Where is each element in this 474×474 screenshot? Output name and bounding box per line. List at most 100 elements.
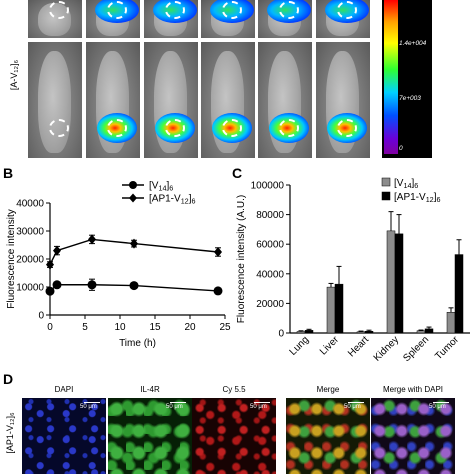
chart-c-x-tick-label: Kidney bbox=[372, 334, 401, 363]
chart-b-y-tick-label: 40000 bbox=[16, 199, 44, 210]
scale-bar bbox=[84, 402, 100, 403]
chart-c-bar-0 bbox=[446, 312, 456, 334]
scale-bar-label: 50 μm bbox=[80, 404, 97, 410]
mouse-image-r1-c3 bbox=[201, 42, 255, 158]
tumor-roi-circle bbox=[279, 1, 299, 19]
chart-c-bar-1 bbox=[364, 330, 374, 334]
chart-c-bar-0 bbox=[386, 230, 396, 334]
chart-c-y-tick-label: 0 bbox=[278, 329, 284, 340]
chart-b-point-diamond bbox=[88, 234, 96, 245]
chart-b-y-tick-label: 10000 bbox=[16, 283, 44, 294]
chart-b-legend-marker-circle bbox=[129, 181, 137, 189]
chart-c-bar-1 bbox=[334, 283, 344, 334]
scale-bar bbox=[170, 402, 186, 403]
panel-d-letter: D bbox=[3, 371, 14, 387]
mouse-image-r1-c1 bbox=[86, 42, 140, 158]
microscopy-image-3 bbox=[286, 398, 370, 474]
chart-c-y-tick-label: 40000 bbox=[256, 269, 284, 280]
chart-c-legend-swatch bbox=[381, 191, 391, 201]
mouse-image-r0-c2 bbox=[144, 0, 198, 38]
chart-b-point-diamond bbox=[214, 247, 222, 257]
chart-c-legend-label: [V14]6 bbox=[394, 178, 418, 190]
scale-bar bbox=[254, 402, 270, 403]
chart-c-x-tick-label: Spleen bbox=[401, 334, 431, 364]
tumor-roi-circle bbox=[337, 1, 357, 19]
panel-b-letter: B bbox=[3, 165, 14, 181]
panel-d-column-title: IL-4R bbox=[140, 385, 160, 394]
panel-d-column-title: DAPI bbox=[54, 385, 74, 394]
panel-d-column-title: Merge with DAPI bbox=[382, 385, 444, 394]
mouse-image-r1-c4 bbox=[258, 42, 312, 158]
chart-b-x-tick-label: 20 bbox=[184, 322, 196, 333]
tumor-roi-circle bbox=[279, 119, 299, 137]
chart-c-bar-1 bbox=[454, 254, 464, 334]
chart-b-x-tick-label: 15 bbox=[149, 322, 161, 333]
chart-c-bar-1 bbox=[304, 330, 314, 334]
chart-b-point-diamond bbox=[53, 245, 61, 256]
scale-bar-label: 50 μm bbox=[429, 404, 446, 410]
tumor-roi-circle bbox=[49, 119, 69, 137]
chart-b-point-circle bbox=[129, 281, 139, 291]
tumor-roi-circle bbox=[165, 1, 185, 19]
chart-b-x-tick-label: 5 bbox=[82, 322, 88, 333]
panel-c-letter: C bbox=[232, 165, 243, 181]
colorbar-label-max: 1.4e+004 bbox=[399, 40, 427, 47]
chart-c-bar-0 bbox=[416, 330, 426, 334]
mouse-image-r0-c3 bbox=[201, 0, 255, 38]
microscopy-image-0 bbox=[22, 398, 106, 474]
chart-c-bar-0 bbox=[296, 331, 306, 334]
scale-bar-label: 50 μm bbox=[250, 404, 267, 410]
tumor-roi-circle bbox=[107, 1, 127, 19]
chart-b-y-axis-title: Fluorescence intensity bbox=[6, 209, 17, 309]
chart-c-legend-swatch bbox=[381, 177, 391, 187]
chart-b-point-diamond bbox=[130, 238, 138, 249]
chart-c-y-tick-label: 80000 bbox=[256, 210, 284, 221]
chart-c-bar-0 bbox=[326, 286, 336, 334]
panel-d-row-label: [AP1-V₁₂]₆ bbox=[5, 412, 15, 454]
chart-c-y-axis-title: Fluorescence intensity (A.U.) bbox=[236, 195, 247, 323]
chart-c: 0 20000 40000 60000 80000 100000 Fluorescence … bbox=[236, 177, 470, 364]
microscopy-image-1 bbox=[108, 398, 192, 474]
mouse-image-r1-c2 bbox=[144, 42, 198, 158]
chart-c-x-tick-label: Lung bbox=[288, 334, 312, 358]
tumor-roi-circle bbox=[337, 119, 357, 137]
colorbar-label-mid: 7e+003 bbox=[399, 95, 421, 102]
chart-c-legend-label: [AP1-V12]6 bbox=[394, 192, 440, 204]
chart-b-legend-label: [AP1-V12]6 bbox=[149, 194, 195, 206]
tumor-roi-circle bbox=[222, 1, 242, 19]
scale-bar-label: 50 μm bbox=[166, 404, 183, 410]
scale-bar-label: 50 μm bbox=[344, 404, 361, 410]
mouse-image-r1-c0 bbox=[28, 42, 82, 158]
chart-c-x-tick-label: Liver bbox=[318, 334, 342, 358]
tumor-roi-circle bbox=[107, 119, 127, 137]
microscopy-image-4 bbox=[371, 398, 455, 474]
scale-bar bbox=[433, 402, 449, 403]
panel-d-column-title: Cy 5.5 bbox=[222, 385, 246, 394]
mouse-image-r0-c4 bbox=[258, 0, 312, 38]
chart-b-y-tick-label: 30000 bbox=[16, 227, 44, 238]
chart-b: 0 10000 20000 30000 40000 0 5 10 15 20 25 Time (h) F… bbox=[6, 181, 231, 350]
panel-a-row-label: [A-V₁₂]₆ bbox=[9, 59, 19, 91]
chart-c-bar-0 bbox=[356, 331, 366, 334]
chart-b-y-tick-label: 20000 bbox=[16, 255, 44, 266]
scale-bar bbox=[348, 402, 364, 403]
chart-b-point-circle bbox=[45, 286, 55, 296]
chart-b-legend-marker-diamond bbox=[129, 193, 137, 203]
chart-c-y-tick-label: 60000 bbox=[256, 240, 284, 251]
chart-b-x-tick-label: 10 bbox=[114, 322, 126, 333]
chart-b-point-circle bbox=[213, 286, 223, 296]
chart-b-point-circle bbox=[52, 280, 62, 290]
microscopy-image-2 bbox=[192, 398, 276, 474]
colorbar-label-min: 0 bbox=[399, 145, 403, 152]
colorbar-gradient bbox=[384, 0, 398, 154]
panel-d-column-title: Merge bbox=[316, 385, 340, 394]
mouse-image-r1-c5 bbox=[316, 42, 370, 158]
chart-b-legend-label: [V14]6 bbox=[149, 181, 173, 193]
tumor-roi-circle bbox=[49, 1, 69, 19]
chart-c-x-tick-label: Tumor bbox=[433, 334, 461, 362]
chart-b-x-tick-label: 25 bbox=[219, 322, 231, 333]
chart-c-bar-1 bbox=[424, 328, 434, 334]
chart-c-bar-1 bbox=[394, 233, 404, 334]
chart-b-y-tick-label: 0 bbox=[38, 311, 44, 322]
